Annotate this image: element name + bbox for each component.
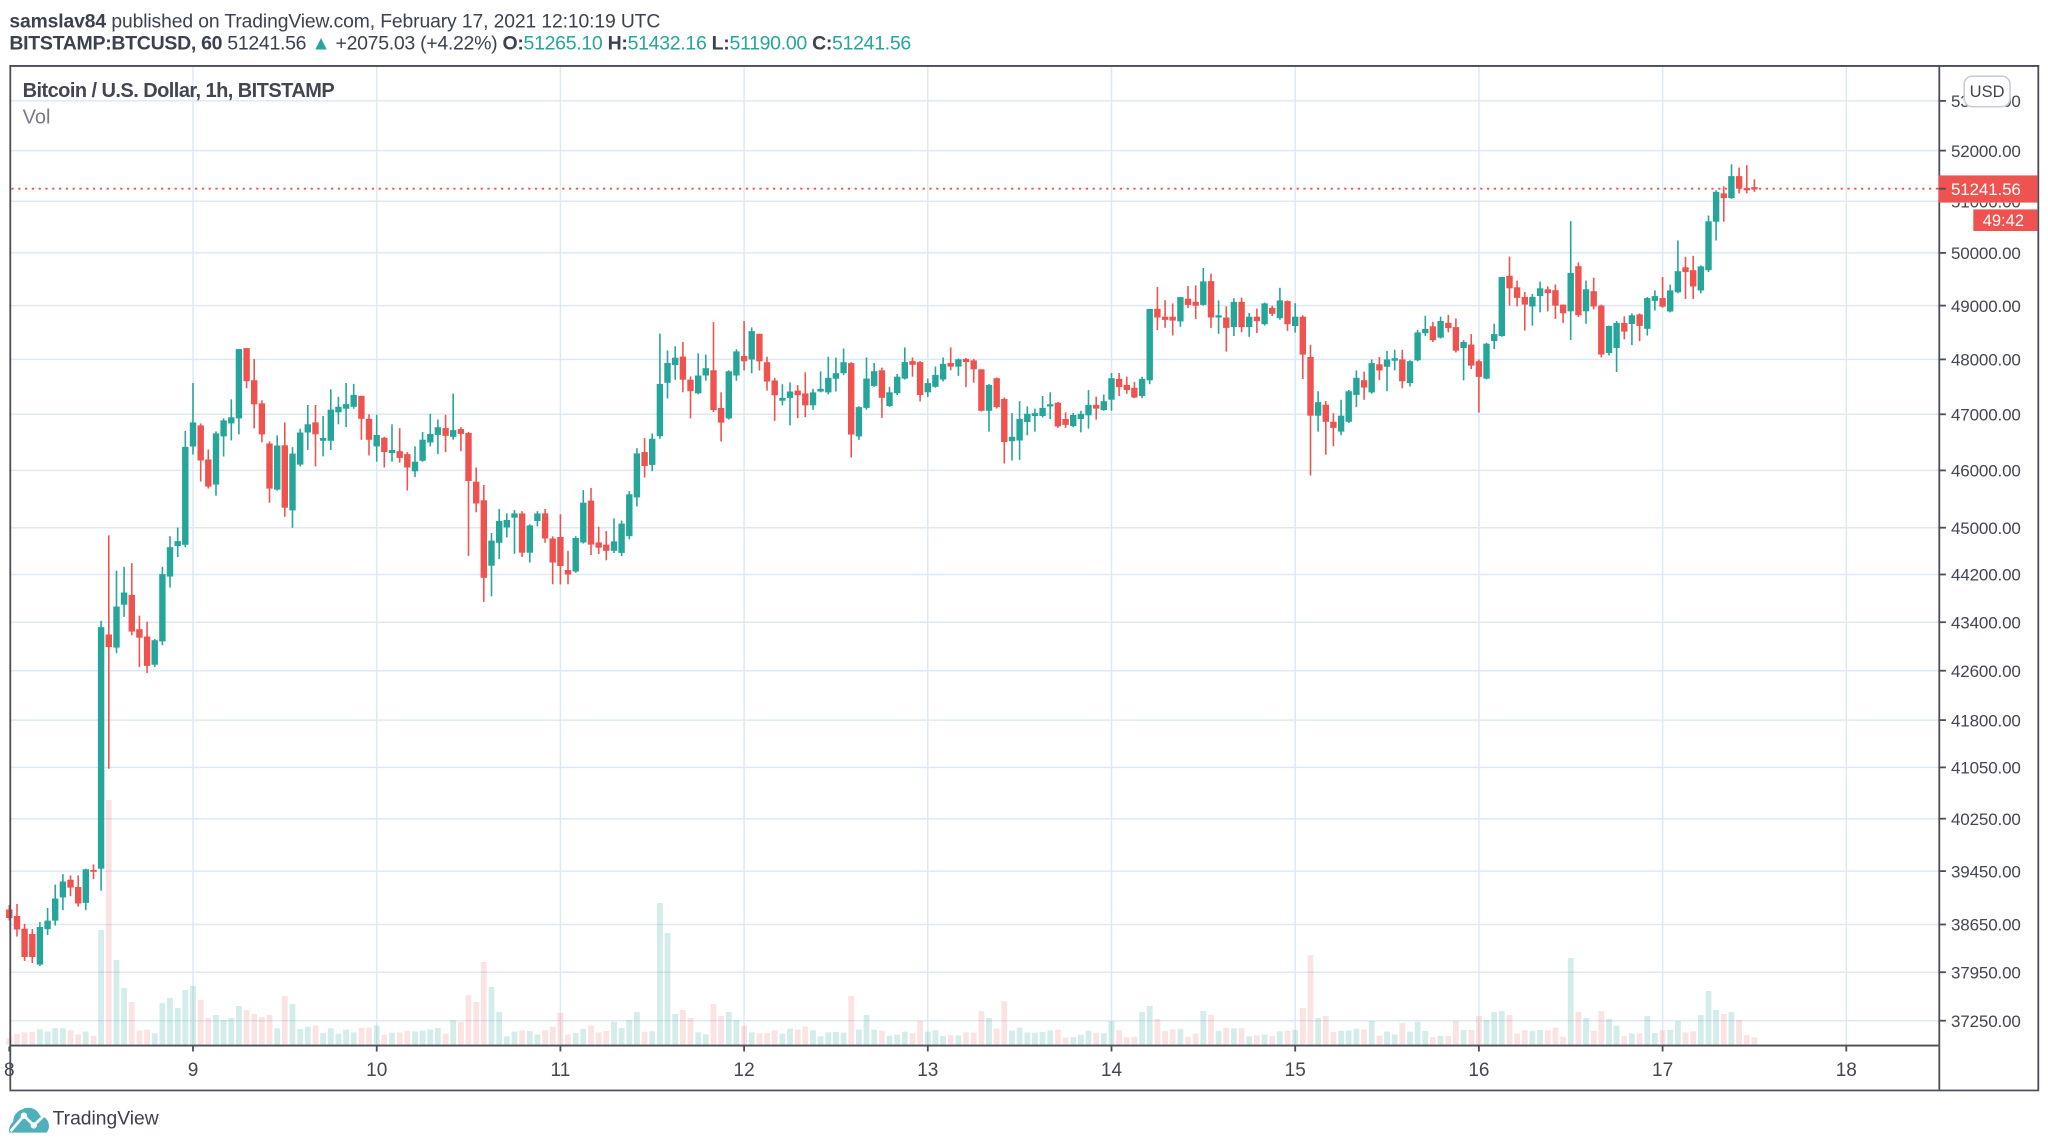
svg-text:USD: USD xyxy=(1970,83,2005,101)
svg-text:52000.00: 52000.00 xyxy=(1951,142,2021,161)
svg-text:51000.00: 51000.00 xyxy=(1951,193,2021,212)
svg-text:43400.00: 43400.00 xyxy=(1951,613,2021,632)
svg-text:46000.00: 46000.00 xyxy=(1951,462,2021,481)
svg-text:17: 17 xyxy=(1652,1060,1673,1081)
svg-text:18: 18 xyxy=(1836,1060,1857,1081)
svg-text:38650.00: 38650.00 xyxy=(1951,916,2021,935)
svg-text:9: 9 xyxy=(188,1060,199,1081)
svg-text:13: 13 xyxy=(917,1060,938,1081)
svg-text:TradingView: TradingView xyxy=(53,1109,159,1130)
svg-text:16: 16 xyxy=(1468,1060,1489,1081)
svg-text:42600.00: 42600.00 xyxy=(1951,662,2021,681)
svg-text:10: 10 xyxy=(366,1060,387,1081)
svg-text:14: 14 xyxy=(1101,1060,1123,1081)
svg-text:8: 8 xyxy=(4,1060,15,1081)
svg-text:BITSTAMP:BTCUSD, 60 51241.56 ▲: BITSTAMP:BTCUSD, 60 51241.56 ▲ +2075.03 … xyxy=(9,33,911,55)
svg-text:47000.00: 47000.00 xyxy=(1951,406,2021,425)
svg-text:49000.00: 49000.00 xyxy=(1951,297,2021,316)
svg-text:11: 11 xyxy=(551,1060,571,1081)
svg-text:15: 15 xyxy=(1285,1060,1306,1081)
svg-text:41800.00: 41800.00 xyxy=(1951,711,2021,730)
svg-text:37250.00: 37250.00 xyxy=(1951,1012,2021,1031)
svg-text:40250.00: 40250.00 xyxy=(1951,810,2021,829)
svg-text:49:42: 49:42 xyxy=(1983,212,2024,230)
svg-text:Vol: Vol xyxy=(23,107,51,129)
svg-text:48000.00: 48000.00 xyxy=(1951,351,2021,370)
svg-text:41050.00: 41050.00 xyxy=(1951,759,2021,778)
svg-text:37950.00: 37950.00 xyxy=(1951,963,2021,982)
svg-text:Bitcoin / U.S. Dollar, 1h, BIT: Bitcoin / U.S. Dollar, 1h, BITSTAMP xyxy=(23,80,335,102)
svg-text:44200.00: 44200.00 xyxy=(1951,566,2021,585)
svg-text:12: 12 xyxy=(734,1060,755,1081)
svg-text:39450.00: 39450.00 xyxy=(1951,862,2021,881)
svg-text:51241.56: 51241.56 xyxy=(1951,180,2021,199)
svg-text:45000.00: 45000.00 xyxy=(1951,519,2021,538)
svg-text:samslav84 published on Trading: samslav84 published on TradingView.com, … xyxy=(9,11,660,32)
svg-text:50000.00: 50000.00 xyxy=(1951,244,2021,263)
